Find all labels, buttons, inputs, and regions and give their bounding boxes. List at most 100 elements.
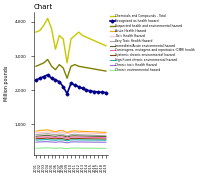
Chronic toxic Health Hazard (35, 141, 37, 143)
Very Toxic Health Hazard (35, 134, 37, 136)
Significant chronic environmental hazard (43, 139, 45, 141)
Suspected health and environmental hazard (39, 64, 41, 66)
Toxic Health Hazard (93, 132, 95, 134)
Significant chronic environmental hazard (105, 139, 107, 141)
Significant chronic environmental hazard (54, 139, 57, 141)
Acute Health Hazard (58, 130, 61, 132)
Recognized as health hazard (89, 90, 92, 92)
Chemicals and Compounds - Total (62, 38, 64, 40)
Acute Health Hazard (89, 131, 92, 133)
Chronic environmental hazard (93, 147, 95, 149)
Toxic Health Hazard (46, 131, 49, 133)
Very Toxic Health Hazard (105, 135, 107, 137)
Suspected health and environmental hazard (43, 62, 45, 64)
Carcinogens, mutagens and reprotoxics (CMR) health (89, 136, 92, 139)
Systemic chronic environmental hazard (66, 139, 68, 141)
Significant chronic environmental hazard (46, 139, 49, 141)
Suspected health and environmental hazard (101, 69, 103, 71)
Very Toxic Health Hazard (81, 134, 84, 136)
Chronic toxic Health Hazard (70, 141, 72, 143)
Significant chronic environmental hazard (62, 139, 64, 141)
Recognized as health hazard (85, 89, 88, 91)
Immediate/Acute environmental hazard (78, 135, 80, 137)
Recognized as health hazard (97, 91, 99, 93)
Suspected health and environmental hazard (97, 69, 99, 71)
Chemicals and Compounds - Total (85, 36, 88, 38)
Chemicals and Compounds - Total (81, 34, 84, 37)
Systemic chronic environmental hazard (46, 137, 49, 139)
Recognized as health hazard (81, 87, 84, 90)
Chronic toxic Health Hazard (85, 141, 88, 143)
Carcinogens, mutagens and reprotoxics (CMR) health (35, 136, 37, 138)
Very Toxic Health Hazard (54, 134, 57, 136)
Immediate/Acute environmental hazard (43, 135, 45, 137)
Chemicals and Compounds - Total (39, 29, 41, 32)
Line: Systemic chronic environmental hazard: Systemic chronic environmental hazard (36, 138, 106, 140)
Very Toxic Health Hazard (39, 133, 41, 135)
Chronic toxic Health Hazard (97, 141, 99, 143)
Toxic Health Hazard (62, 131, 64, 134)
Acute Health Hazard (50, 130, 53, 132)
Recognized as health hazard (35, 79, 37, 81)
Carcinogens, mutagens and reprotoxics (CMR) health (46, 136, 49, 138)
Toxic Health Hazard (66, 133, 68, 135)
Systemic chronic environmental hazard (78, 137, 80, 140)
Line: Toxic Health Hazard: Toxic Health Hazard (36, 132, 106, 134)
Recognized as health hazard (66, 93, 68, 95)
Chronic environmental hazard (54, 147, 57, 149)
Immediate/Acute environmental hazard (81, 135, 84, 137)
Line: Recognized as health hazard: Recognized as health hazard (35, 74, 107, 95)
Chemicals and Compounds - Total (43, 24, 45, 26)
Immediate/Acute environmental hazard (85, 135, 88, 137)
Systemic chronic environmental hazard (97, 138, 99, 140)
Chronic toxic Health Hazard (89, 141, 92, 143)
Toxic Health Hazard (54, 132, 57, 134)
Chronic toxic Health Hazard (81, 141, 84, 143)
Acute Health Hazard (105, 131, 107, 133)
Chronic environmental hazard (78, 147, 80, 149)
Toxic Health Hazard (50, 131, 53, 134)
Recognized as health hazard (43, 76, 45, 78)
Acute Health Hazard (35, 130, 37, 132)
Suspected health and environmental hazard (46, 58, 49, 61)
Toxic Health Hazard (81, 132, 84, 134)
Carcinogens, mutagens and reprotoxics (CMR) health (66, 137, 68, 139)
Suspected health and environmental hazard (50, 65, 53, 67)
Acute Health Hazard (54, 131, 57, 133)
Significant chronic environmental hazard (74, 139, 76, 141)
Systemic chronic environmental hazard (81, 138, 84, 140)
Recognized as health hazard (93, 90, 95, 93)
Immediate/Acute environmental hazard (35, 135, 37, 137)
Acute Health Hazard (85, 130, 88, 133)
Very Toxic Health Hazard (50, 133, 53, 135)
Suspected health and environmental hazard (62, 67, 64, 69)
Acute Health Hazard (81, 130, 84, 132)
Chronic toxic Health Hazard (58, 141, 61, 143)
Systemic chronic environmental hazard (70, 137, 72, 140)
Text: Chart: Chart (34, 4, 53, 10)
Suspected health and environmental hazard (70, 65, 72, 67)
Chronic toxic Health Hazard (93, 141, 95, 143)
Very Toxic Health Hazard (74, 133, 76, 135)
Line: Carcinogens, mutagens and reprotoxics (CMR) health: Carcinogens, mutagens and reprotoxics (C… (36, 137, 106, 138)
Suspected health and environmental hazard (81, 66, 84, 68)
Chronic environmental hazard (74, 147, 76, 149)
Systemic chronic environmental hazard (101, 138, 103, 140)
Immediate/Acute environmental hazard (101, 135, 103, 137)
Significant chronic environmental hazard (97, 139, 99, 141)
Significant chronic environmental hazard (50, 139, 53, 141)
Carcinogens, mutagens and reprotoxics (CMR) health (74, 136, 76, 138)
Systemic chronic environmental hazard (58, 137, 61, 139)
Chemicals and Compounds - Total (105, 45, 107, 47)
Chronic environmental hazard (81, 147, 84, 149)
Carcinogens, mutagens and reprotoxics (CMR) health (105, 137, 107, 139)
Chemicals and Compounds - Total (74, 34, 76, 37)
Chronic toxic Health Hazard (62, 141, 64, 143)
Acute Health Hazard (66, 131, 68, 134)
Acute Health Hazard (97, 131, 99, 133)
Suspected health and environmental hazard (54, 69, 57, 71)
Recognized as health hazard (58, 81, 61, 83)
Immediate/Acute environmental hazard (93, 135, 95, 137)
Immediate/Acute environmental hazard (58, 135, 61, 137)
Recognized as health hazard (101, 91, 103, 93)
